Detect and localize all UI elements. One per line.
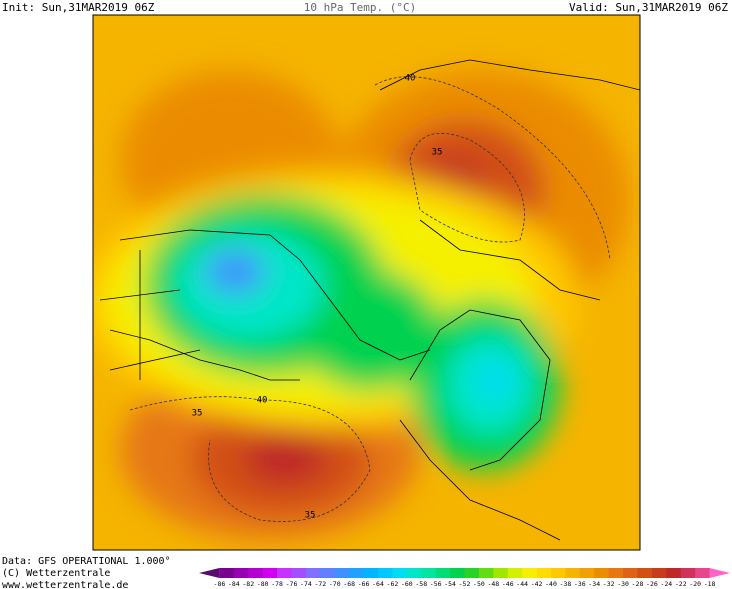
colorbar-cell	[608, 568, 624, 578]
contour-label: 40	[405, 74, 416, 84]
colorbar-label: -40	[545, 580, 557, 588]
colorbar-cell	[219, 568, 235, 578]
colorbar-label: -48	[487, 580, 499, 588]
colorbar-label: -20	[689, 580, 701, 588]
colorbar-cell	[651, 568, 667, 578]
data-source: Data: GFS OPERATIONAL 1.000°	[2, 556, 171, 567]
colorbar-label: -28	[632, 580, 644, 588]
colorbar-label: -26	[646, 580, 658, 588]
contour-label: 40	[257, 396, 268, 406]
colorbar-label: -34	[588, 580, 600, 588]
colorbar-label: -78	[271, 580, 283, 588]
colorbar-cell	[305, 568, 321, 578]
colorbar-label: -52	[459, 580, 471, 588]
colorbar-cell	[450, 568, 465, 578]
colorbar-label: -56	[430, 580, 442, 588]
colorbar-cell	[291, 568, 307, 578]
colorbar-cell	[392, 568, 408, 578]
copyright: (C) Wetterzentrale	[2, 568, 110, 579]
valid-time: Valid: Sun,31MAR2019 06Z	[569, 1, 728, 14]
colorbar-cell	[680, 568, 696, 578]
contour-label: 35	[192, 409, 203, 419]
colorbar-cell	[522, 568, 538, 578]
colorbar-label: -82	[242, 580, 254, 588]
colorbar-cell	[695, 568, 711, 578]
colorbar-label: -38	[560, 580, 572, 588]
colorbar-cell	[623, 568, 638, 578]
colorbar-label: -30	[617, 580, 629, 588]
colorbar-cell	[262, 568, 278, 578]
init-time: Init: Sun,31MAR2019 06Z	[2, 1, 155, 14]
colorbar-cell	[507, 568, 523, 578]
colorbar-label: -74	[300, 580, 312, 588]
colorbar-cell	[565, 568, 581, 578]
colorbar-label: -50	[473, 580, 485, 588]
colorbar-label: -32	[603, 580, 615, 588]
colorbar-label: -36	[574, 580, 586, 588]
colorbar-cell	[363, 568, 379, 578]
colorbar-cell	[334, 568, 350, 578]
colorbar-cell	[536, 568, 552, 578]
colorbar-cell	[248, 568, 264, 578]
colorbar-label: -62	[387, 580, 399, 588]
colorbar-cell	[435, 568, 451, 578]
map-title: 10 hPa Temp. (°C)	[304, 1, 417, 14]
colorbar-cell	[579, 568, 595, 578]
colorbar-label: -64	[372, 580, 384, 588]
colorbar-cell	[199, 568, 220, 578]
colorbar-label: -44	[516, 580, 528, 588]
colorbar-cell	[349, 568, 365, 578]
colorbar-cell	[233, 568, 249, 578]
colorbar-cell	[277, 568, 292, 578]
colorbar-cell	[320, 568, 336, 578]
colorbar-label: -76	[286, 580, 298, 588]
temperature-field	[93, 15, 640, 550]
colorbar-label: -66	[358, 580, 370, 588]
colorbar-label: -80	[257, 580, 269, 588]
contour-label: 35	[305, 511, 316, 521]
colorbar-cell	[493, 568, 509, 578]
colorbar-cell	[666, 568, 682, 578]
colorbar-cell	[637, 568, 653, 578]
colorbar-cell	[406, 568, 422, 578]
colorbar-cell	[478, 568, 494, 578]
colorbar-label: -42	[531, 580, 543, 588]
colorbar-label: -46	[502, 580, 514, 588]
colorbar-label: -70	[329, 580, 341, 588]
website: www.wetterzentrale.de	[2, 580, 128, 589]
colorbar-label: -60	[401, 580, 413, 588]
colorbar-label: -58	[415, 580, 427, 588]
map-frame	[92, 14, 641, 551]
colorbar-cell	[709, 568, 730, 578]
contour-label: 35	[432, 148, 443, 158]
colorbar-label: -86	[214, 580, 226, 588]
colorbar-cell	[551, 568, 566, 578]
colorbar-label: -68	[343, 580, 355, 588]
colorbar-cell	[421, 568, 437, 578]
colorbar-cell	[464, 568, 480, 578]
colorbar-label: -22	[675, 580, 687, 588]
colorbar-label: -54	[444, 580, 456, 588]
colorbar-label: -18	[704, 580, 716, 588]
colorbar-cell	[594, 568, 610, 578]
colorbar: -86 -84 -82 -80 -78 -76 -74 -72 -70 -68 -66 -64 -62-…	[199, 568, 730, 588]
colorbar-label: -24	[660, 580, 672, 588]
colorbar-label: -72	[314, 580, 326, 588]
colorbar-label: -84	[228, 580, 240, 588]
colorbar-cell	[378, 568, 393, 578]
